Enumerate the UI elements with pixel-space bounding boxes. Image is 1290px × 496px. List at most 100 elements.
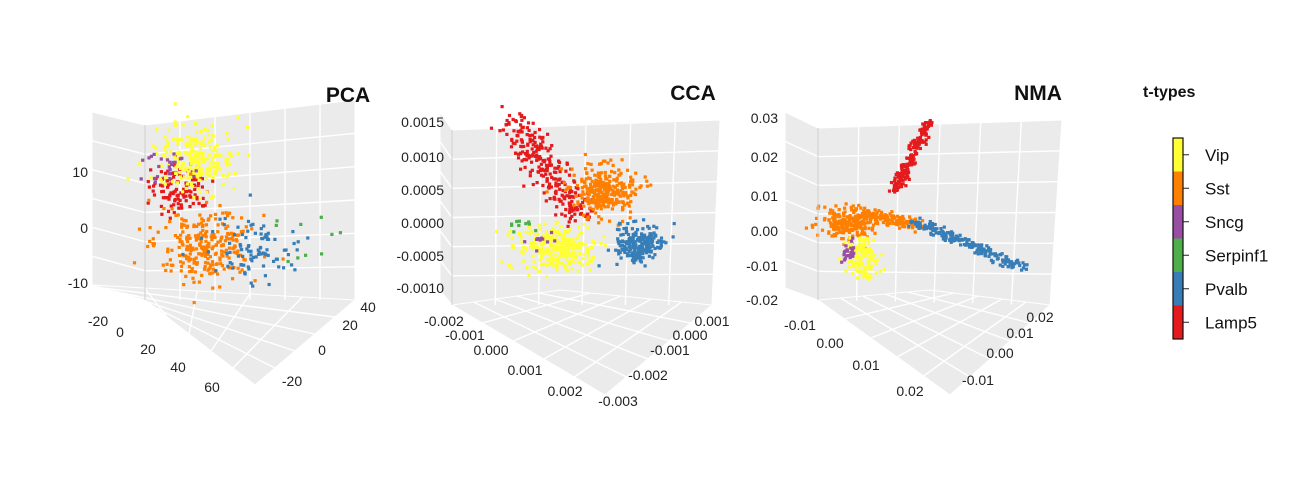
point-pvalb [951,239,955,243]
point-sst [224,211,228,215]
point-vip [561,241,565,245]
point-vip [198,178,202,182]
point-lamp5 [531,153,535,157]
point-pvalb [272,259,276,263]
point-sst [580,186,584,190]
point-sst [814,222,818,226]
point-lamp5 [200,177,204,181]
point-sst [845,221,849,225]
point-vip [851,261,855,266]
point-sst [877,209,881,213]
point-pvalb [640,234,644,238]
point-sst [843,221,847,225]
point-sst [629,193,633,197]
panel-title: CCA [670,82,716,105]
point-lamp5 [203,203,207,207]
point-sst [614,202,618,206]
point-lamp5 [178,198,182,202]
point-vip [545,248,549,252]
point-sst [192,259,196,263]
point-lamp5 [554,177,558,181]
point-sst [226,214,230,218]
point-sst [913,230,917,234]
point-lamp5 [562,195,566,199]
point-vip [201,155,205,159]
point-sst [181,261,185,265]
point-pvalb [967,238,971,242]
point-sst [603,159,607,163]
point-pvalb [1006,258,1011,262]
point-sst [854,207,859,211]
point-lamp5 [498,129,502,133]
point-vip [198,190,202,194]
point-sst [241,229,245,233]
point-sst [901,225,905,229]
grid-line [516,295,670,342]
point-serpinf1 [338,231,342,235]
point-pvalb [263,274,267,278]
point-pvalb [228,241,232,245]
point-sst [205,200,209,204]
point-pvalb [647,250,651,254]
point-lamp5 [530,147,534,151]
point-sst [238,253,243,257]
point-pvalb [265,248,269,252]
point-sst [203,254,207,258]
point-pvalb [918,216,922,220]
point-sncg [147,156,151,160]
point-vip [543,251,547,255]
point-pvalb [1017,261,1021,265]
point-pvalb [640,247,644,251]
point-pvalb [632,219,636,224]
point-pvalb [991,261,995,265]
point-sst [643,175,647,179]
point-pvalb [922,227,926,231]
point-sst [575,184,579,188]
point-vip [532,243,536,247]
point-pvalb [970,241,975,245]
point-sst [219,244,224,248]
point-sst [213,212,218,216]
point-sst [227,246,232,250]
point-vip [185,143,189,147]
point-sst [847,238,851,242]
point-vip [233,171,237,176]
point-sst [596,179,600,183]
point-vip [190,145,194,149]
point-lamp5 [567,201,571,205]
point-lamp5 [558,170,562,174]
point-lamp5 [550,175,554,179]
point-lamp5 [913,149,917,154]
point-lamp5 [518,112,522,116]
point-sst [620,187,625,191]
point-vip [208,145,212,149]
point-pvalb [942,236,946,241]
legend-label: Pvalb [1205,280,1248,299]
point-pvalb [647,254,651,258]
point-pvalb [264,253,268,257]
point-lamp5 [179,203,183,207]
point-pvalb [642,218,646,222]
tick-label-left-depth: 0.01 [852,357,879,373]
point-serpinf1 [320,252,324,256]
point-serpinf1 [527,222,531,226]
point-sncg [840,260,844,264]
point-sst [614,200,618,204]
point-vip [199,147,203,151]
point-sst [205,247,209,251]
tick-label-vertical: -0.0010 [397,280,445,296]
point-vip [571,249,575,253]
point-pvalb [1023,263,1027,267]
point-pvalb [930,222,934,226]
tick-label-left-depth: 0.00 [816,335,843,351]
point-pvalb [979,245,983,249]
point-lamp5 [537,147,541,152]
tick-label-left-depth: 20 [140,341,156,357]
point-lamp5 [519,167,523,171]
point-lamp5 [489,126,494,130]
point-sst [881,220,885,225]
grid-line [896,298,1003,358]
point-pvalb [983,254,988,258]
point-lamp5 [563,214,567,218]
point-vip [228,162,232,166]
